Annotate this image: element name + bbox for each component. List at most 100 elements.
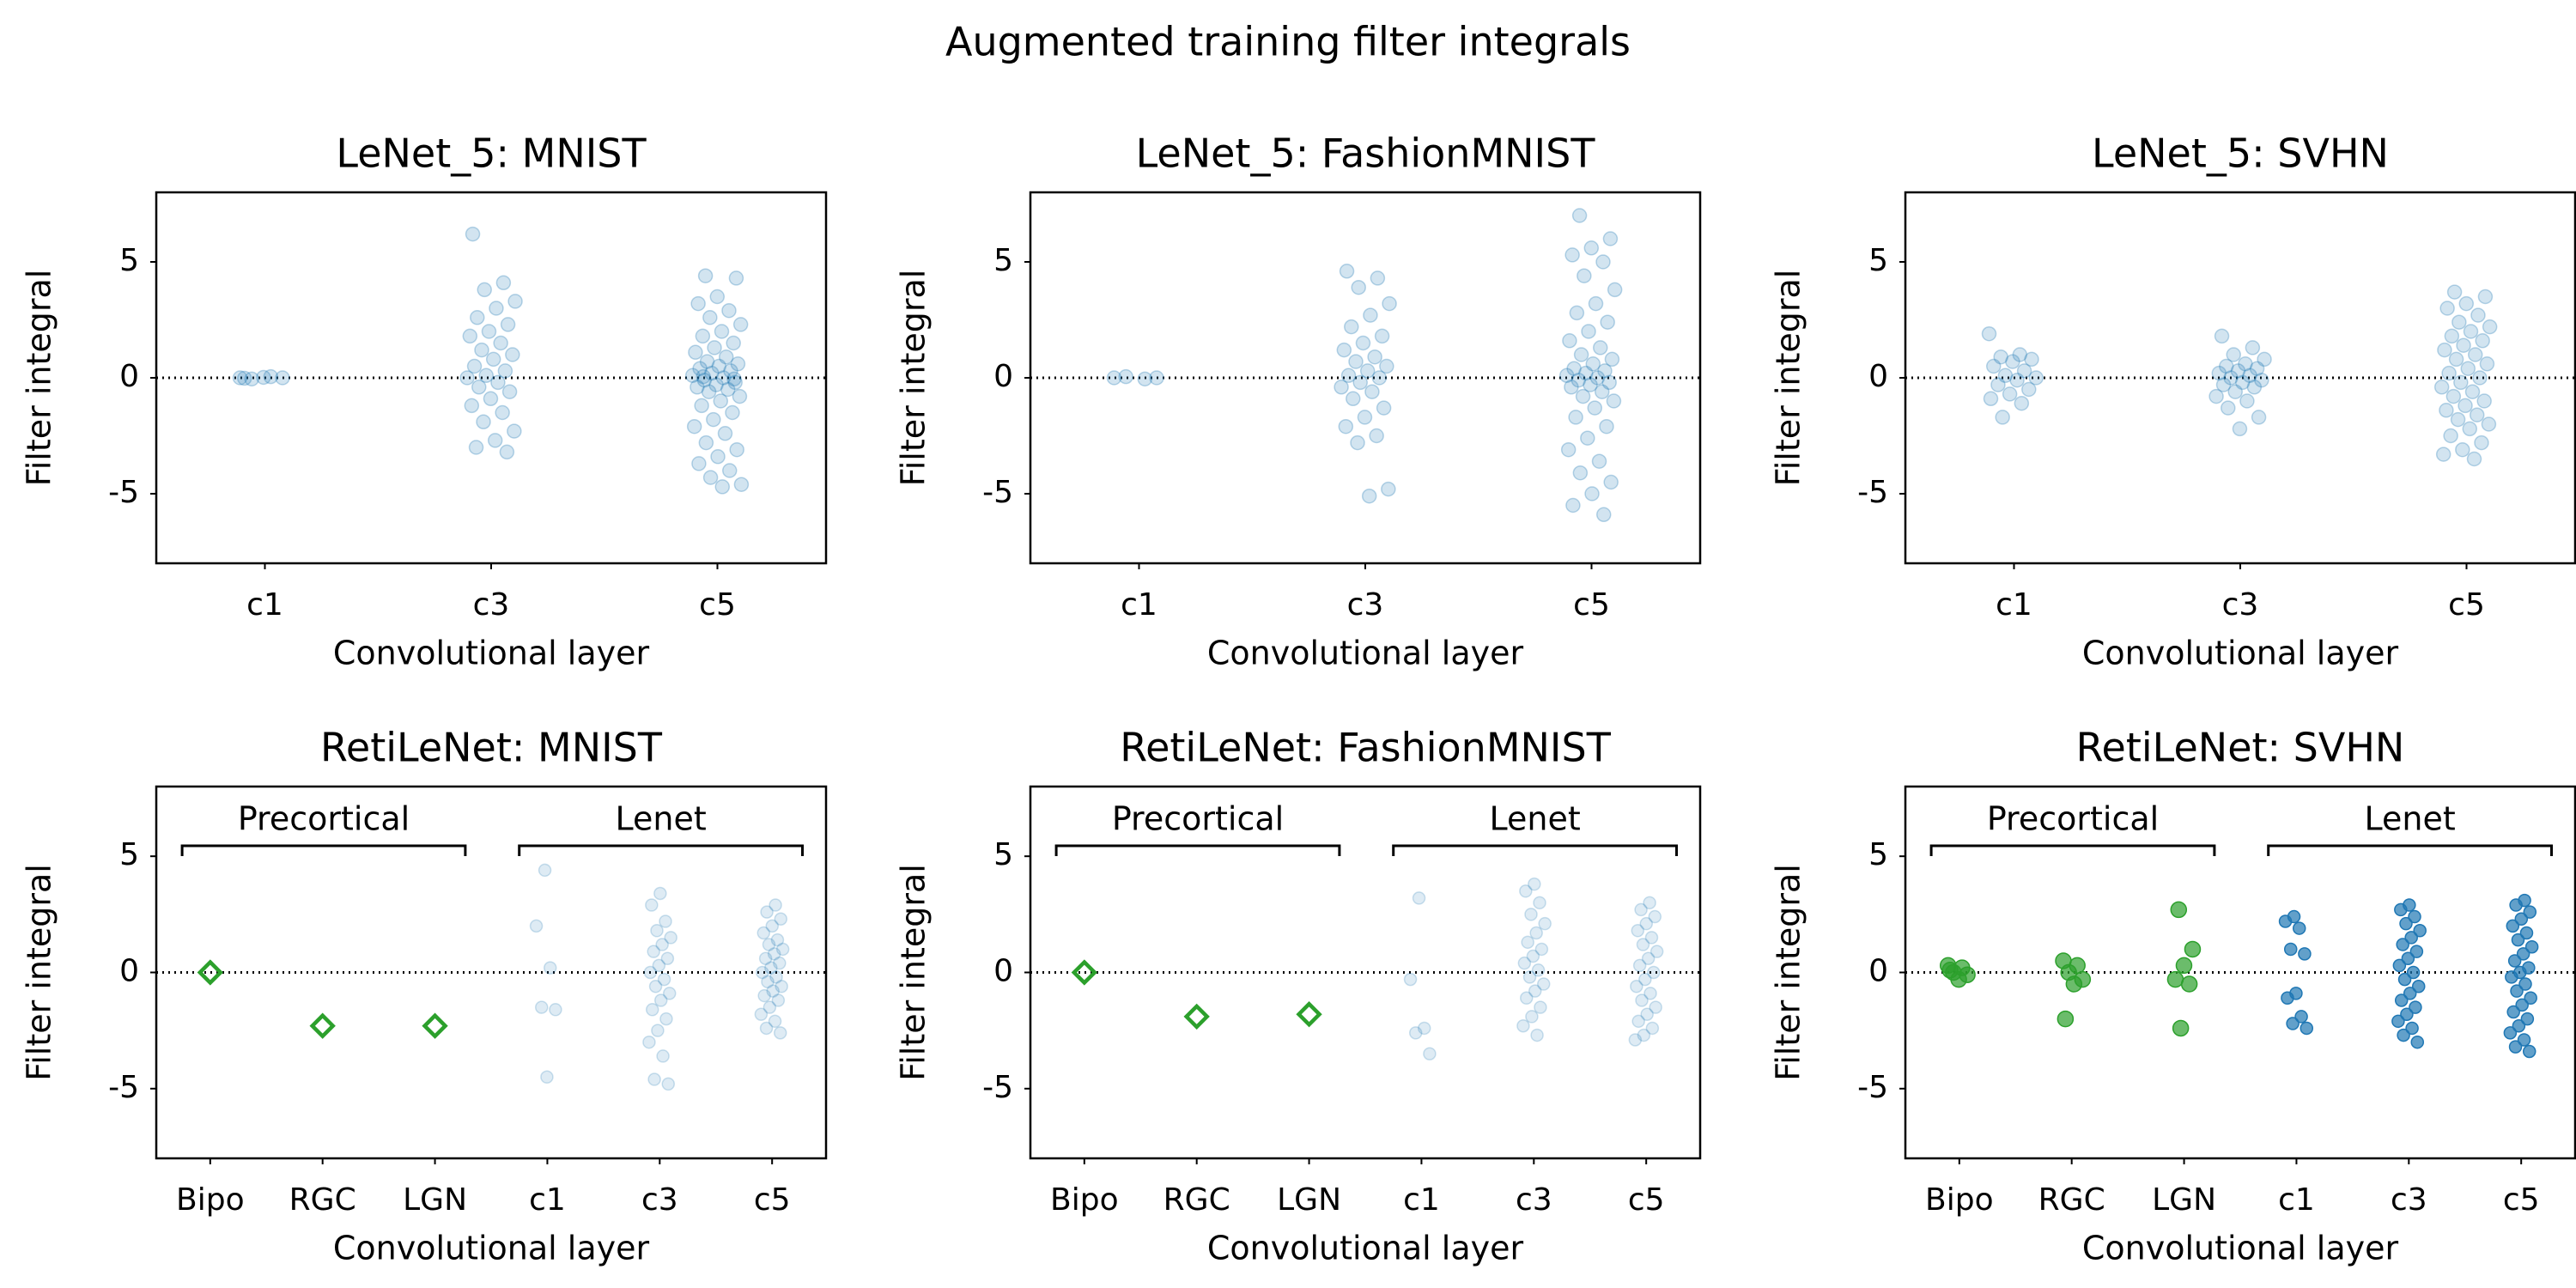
- y-axis-label: Filter integral: [895, 270, 933, 487]
- point: [244, 371, 259, 387]
- point: [489, 301, 504, 316]
- point: [2455, 441, 2470, 458]
- point: [1640, 1007, 1654, 1021]
- point: [664, 931, 677, 945]
- point: [2409, 1000, 2422, 1014]
- point: [2518, 977, 2532, 991]
- point: [773, 956, 787, 970]
- point: [1519, 884, 1533, 898]
- point: [2514, 912, 2529, 927]
- x-tick-label: c3: [1516, 1182, 1552, 1218]
- x-tick-label: c5: [1573, 587, 1610, 623]
- x-tick-label: RGC: [289, 1182, 356, 1218]
- point: [2506, 919, 2520, 933]
- point: [1340, 368, 1357, 384]
- panel: RetiLeNet: MNIST Filter integral Convoluti…: [21, 725, 828, 1267]
- point: [2517, 1033, 2531, 1047]
- point: [2441, 365, 2457, 381]
- point: [2254, 372, 2269, 388]
- y-tick-label: 0: [1868, 954, 1888, 989]
- point: [660, 951, 675, 966]
- point: [464, 398, 480, 414]
- point: [659, 914, 672, 928]
- point: [497, 363, 513, 379]
- point: [263, 368, 279, 385]
- y-tick-label: 0: [119, 954, 139, 989]
- point: [730, 356, 746, 372]
- point: [1981, 325, 1997, 342]
- point: [1522, 970, 1537, 984]
- point: [1993, 349, 2008, 365]
- point: [1571, 208, 1588, 223]
- point: [2522, 1044, 2537, 1059]
- axes-frame: [1904, 191, 2576, 565]
- point: [1374, 328, 1390, 344]
- point: [1566, 361, 1582, 376]
- point: [2445, 388, 2462, 404]
- axes-frame: [155, 785, 828, 1160]
- y-tick-label: -5: [108, 1070, 139, 1105]
- point: [470, 310, 485, 325]
- point: [1645, 1021, 1660, 1036]
- point: [2406, 965, 2421, 980]
- point: [1571, 372, 1587, 388]
- point: [645, 1003, 659, 1017]
- point: [770, 933, 785, 947]
- point: [643, 965, 658, 980]
- point: [2227, 384, 2243, 399]
- point: [648, 979, 663, 993]
- point: [1564, 247, 1580, 263]
- point: [2439, 301, 2455, 316]
- point: [2292, 921, 2306, 935]
- point: [2223, 370, 2239, 386]
- point: [2410, 1035, 2425, 1049]
- y-tick-label: -5: [1857, 475, 1888, 510]
- point: [2472, 370, 2488, 386]
- x-tick-label: c1: [246, 587, 283, 623]
- point: [1339, 264, 1355, 279]
- axes-frame: [155, 191, 828, 565]
- x-tick-label: Bipo: [176, 1182, 245, 1218]
- point: [1106, 370, 1122, 386]
- point: [1149, 370, 1164, 386]
- point: [1573, 347, 1589, 362]
- point: [1381, 481, 1396, 497]
- point: [2509, 898, 2523, 912]
- point: [2439, 403, 2454, 418]
- point: [1336, 342, 1352, 358]
- point: [1600, 314, 1615, 330]
- x-tick-label: LGN: [403, 1182, 467, 1218]
- point: [1529, 926, 1543, 940]
- point: [2446, 284, 2463, 300]
- point: [1334, 380, 1349, 395]
- point: [549, 1003, 562, 1017]
- point: [759, 1021, 774, 1036]
- diamond-marker: [422, 1012, 448, 1039]
- point: [1370, 270, 1386, 286]
- point: [1649, 945, 1664, 958]
- point: [701, 384, 717, 399]
- point: [1575, 388, 1591, 404]
- point: [1990, 377, 2006, 392]
- point: [2394, 902, 2408, 917]
- panel: RetiLeNet: SVHN Filter integral Convolutio…: [1770, 725, 2576, 1267]
- point: [767, 947, 781, 961]
- y-tick-label: 0: [993, 954, 1013, 989]
- group-label: Precortical: [238, 800, 410, 838]
- point: [732, 317, 749, 332]
- group-label: Lenet: [615, 800, 706, 838]
- point: [2257, 351, 2272, 368]
- point: [2397, 972, 2412, 987]
- point: [1408, 1026, 1423, 1040]
- point: [1630, 979, 1643, 993]
- point: [690, 295, 706, 312]
- diamond-marker: [1183, 1003, 1210, 1030]
- point: [529, 919, 544, 933]
- point: [1403, 972, 1418, 987]
- point: [2437, 342, 2452, 358]
- point: [699, 354, 715, 369]
- point: [478, 368, 494, 384]
- point: [2215, 377, 2232, 392]
- point: [1569, 305, 1585, 321]
- point: [1603, 474, 1619, 490]
